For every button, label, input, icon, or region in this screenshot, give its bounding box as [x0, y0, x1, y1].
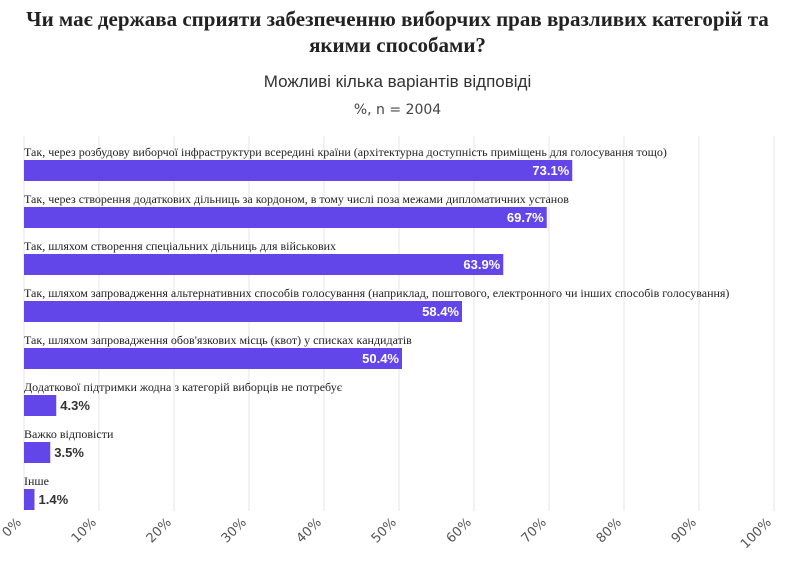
value-label: 4.3%: [60, 398, 90, 413]
bar: [24, 160, 573, 181]
value-label: 1.4%: [39, 492, 69, 507]
category-label: Так, через створення додаткових дільниць…: [24, 192, 569, 206]
category-label: Додаткової підтримки жодна з категорій в…: [24, 380, 342, 394]
chart-subtitle: Можливі кілька варіантів відповіді: [263, 72, 532, 91]
x-tick-label: 40%: [294, 515, 325, 546]
category-label: Так, шляхом запровадження альтернативних…: [24, 286, 729, 300]
bar: [24, 489, 35, 510]
bar: [24, 395, 57, 416]
x-tick-label: 60%: [444, 515, 475, 546]
x-tick-label: 50%: [369, 515, 400, 546]
value-label: 73.1%: [532, 163, 569, 178]
value-label: 3.5%: [54, 445, 84, 460]
category-label: Важко відповісти: [24, 427, 114, 441]
value-label: 58.4%: [422, 304, 459, 319]
bar: [24, 348, 402, 369]
value-label: 63.9%: [463, 257, 500, 272]
x-tick-label: 100%: [738, 515, 775, 552]
x-tick-label: 70%: [519, 515, 550, 546]
chart-title: Чи має держава сприяти забезпеченню вибо…: [26, 7, 769, 57]
x-tick-label: 10%: [69, 515, 100, 546]
x-tick-label: 30%: [219, 515, 250, 546]
x-tick-label: 0%: [0, 515, 25, 540]
x-tick-label: 80%: [594, 515, 625, 546]
x-tick-label: 20%: [144, 515, 175, 546]
category-label: Так, шляхом створення спеціальних дільни…: [24, 239, 336, 253]
x-tick-label: 90%: [669, 515, 700, 546]
bar: [24, 442, 51, 463]
category-label: Інше: [24, 474, 49, 488]
value-label: 69.7%: [507, 210, 544, 225]
category-label: Так, через розбудову виборчої інфраструк…: [24, 145, 667, 159]
bar: [24, 301, 462, 322]
bar: [24, 207, 547, 228]
chart-note: %, n = 2004: [353, 102, 442, 118]
value-label: 50.4%: [362, 351, 399, 366]
bar: [24, 254, 504, 275]
category-label: Так, шляхом запровадження обов'язкових м…: [24, 333, 412, 347]
